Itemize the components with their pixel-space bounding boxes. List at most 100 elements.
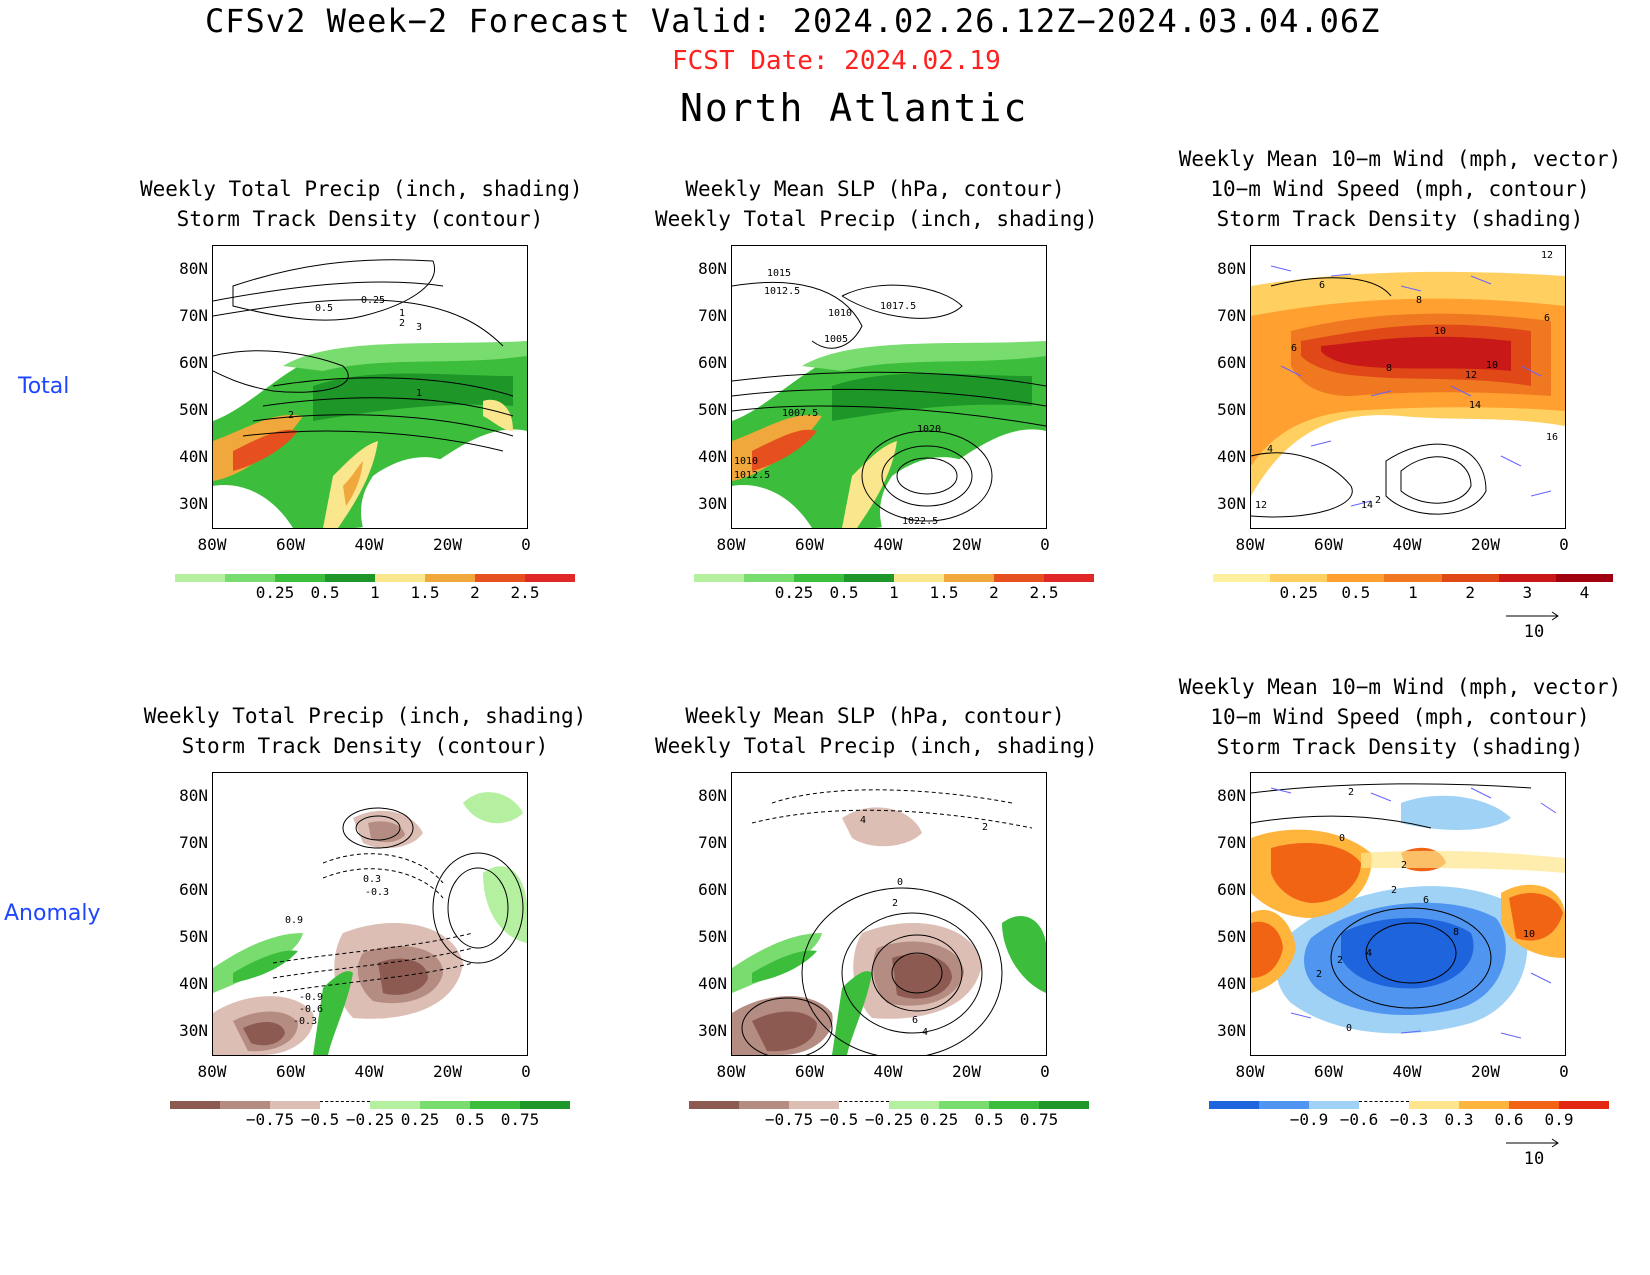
lat-tick-label: 80N xyxy=(179,786,208,805)
contour-label: 8 xyxy=(1386,363,1392,374)
lon-tick-label: 60W xyxy=(276,1062,305,1081)
colorbar-swatch xyxy=(175,574,225,582)
colorbar-swatch xyxy=(425,574,475,582)
contour-label: 8 xyxy=(1453,927,1459,938)
colorbar-swatch xyxy=(325,574,375,582)
colorbar-label: 0.75 xyxy=(1019,1110,1059,1129)
contour-label: -0.9 xyxy=(299,992,323,1003)
colorbar-swatch xyxy=(1559,1101,1609,1109)
lat-tick-label: 60N xyxy=(1217,880,1246,899)
lat-tick-label: 40N xyxy=(698,974,727,993)
map-graphic: 1015 1012.5 1010 1017.5 1005 1007.5 1020… xyxy=(732,268,1046,528)
colorbar-label: −0.5 xyxy=(819,1110,859,1129)
colorbar-swatch xyxy=(894,574,944,582)
vector-reference: 10 xyxy=(1504,610,1564,642)
lat-tick-label: 80N xyxy=(179,259,208,278)
colorbar-swatch xyxy=(839,1101,889,1110)
colorbar-swatch xyxy=(1270,574,1328,582)
lat-tick-label: 50N xyxy=(698,927,727,946)
contour-label: 12 xyxy=(1541,250,1553,261)
contour-label: 2 xyxy=(982,822,988,833)
colorbar-swatch xyxy=(939,1101,989,1109)
colorbar-swatch xyxy=(1459,1101,1509,1109)
lon-tick-label: 20W xyxy=(952,535,981,554)
colorbar-label: −0.75 xyxy=(764,1110,814,1129)
lon-tick-label: 20W xyxy=(1471,535,1500,554)
colorbar-swatch xyxy=(220,1101,270,1109)
panel-title-line3: Storm Track Density (shading) xyxy=(1216,207,1584,231)
lat-tick-label: 70N xyxy=(179,306,208,325)
contour-label: 12 xyxy=(1465,370,1477,381)
contour-label: 0 xyxy=(1339,833,1345,844)
contour-label: 6 xyxy=(1423,895,1429,906)
contour-label: -0.6 xyxy=(299,1004,323,1015)
lon-tick-label: 80W xyxy=(197,1062,227,1081)
contour-label: 0 xyxy=(897,877,903,888)
colorbar-label: 0.9 xyxy=(1544,1110,1574,1129)
colorbar-label: 0.3 xyxy=(1444,1110,1474,1129)
colorbar-swatch xyxy=(420,1101,470,1109)
contour-label: 1017.5 xyxy=(880,301,916,312)
colorbar-label: 0.75 xyxy=(500,1110,540,1129)
map-graphic: 0.3 -0.3 0.9 -0.9 -0.6 -0.3 xyxy=(213,792,527,1055)
contour-label: 0.5 xyxy=(315,303,333,314)
lon-tick-label: 80W xyxy=(1235,1062,1265,1081)
colorbar-swatch xyxy=(1309,1101,1359,1109)
map-total-precip: 0.25 0.5 1 2 3 1 2 xyxy=(212,245,528,529)
panel-title-line2: Weekly Total Precip (inch, shading) xyxy=(655,734,1098,758)
colorbar-swatch xyxy=(1327,574,1385,582)
lat-tick-label: 30N xyxy=(179,1021,208,1040)
main-title: CFSv2 Week−2 Forecast Valid: 2024.02.26.… xyxy=(205,2,1381,40)
lon-tick-label: 0 xyxy=(1040,535,1050,554)
contour-label: 0.25 xyxy=(361,295,385,306)
contour-label: 3 xyxy=(416,322,422,333)
contour-label: 6 xyxy=(1544,313,1550,324)
colorbar-label: −0.25 xyxy=(345,1110,395,1129)
panel-title-line2: Storm Track Density (contour) xyxy=(176,207,544,231)
row-label-total: Total xyxy=(18,374,70,399)
contour-label: 14 xyxy=(1469,400,1481,411)
contour-label: 6 xyxy=(1319,280,1325,291)
lat-tick-label: 80N xyxy=(1217,259,1246,278)
lat-tick-label: 30N xyxy=(1217,1021,1246,1040)
colorbar-label: 0.5 xyxy=(829,583,859,602)
map-anomaly-wind: 2 0 2 6 2 8 10 4 2 2 0 xyxy=(1250,772,1566,1056)
colorbar-swatch xyxy=(470,1101,520,1109)
colorbar-swatch xyxy=(1359,1101,1409,1110)
colorbar-swatch xyxy=(944,574,994,582)
colorbar-label: 1 xyxy=(370,583,380,602)
colorbar xyxy=(175,574,575,584)
lon-tick-label: 40W xyxy=(1392,1062,1422,1081)
colorbar-swatch xyxy=(739,1101,789,1109)
contour-label: -0.3 xyxy=(365,887,389,898)
contour-label: 10 xyxy=(1523,929,1535,940)
contour-label: 12 xyxy=(1255,500,1267,511)
contour-label: 1015 xyxy=(767,268,791,279)
colorbar xyxy=(1213,574,1613,584)
lat-tick-label: 60N xyxy=(179,353,208,372)
colorbar-label: 0.5 xyxy=(974,1110,1004,1129)
lat-tick-label: 40N xyxy=(1217,447,1246,466)
contour-label: 1022.5 xyxy=(902,516,938,527)
contour-label: 4 xyxy=(922,1027,928,1038)
contour-label: 8 xyxy=(1416,295,1422,306)
lat-tick-label: 70N xyxy=(698,833,727,852)
colorbar-label: 3 xyxy=(1522,583,1533,602)
colorbar xyxy=(689,1101,1089,1111)
contour-label: 2 xyxy=(1316,969,1322,980)
lon-tick-label: 60W xyxy=(276,535,305,554)
colorbar xyxy=(694,574,1094,584)
panel-title-line2: Weekly Total Precip (inch, shading) xyxy=(655,207,1098,231)
lon-tick-label: 0 xyxy=(521,535,531,554)
lat-tick-label: 60N xyxy=(698,353,727,372)
lon-tick-label: 40W xyxy=(1392,535,1422,554)
lon-tick-label: 40W xyxy=(354,535,384,554)
colorbar-swatch xyxy=(525,574,575,582)
lat-tick-label: 80N xyxy=(1217,786,1246,805)
row-label-anomaly: Anomaly xyxy=(4,901,101,926)
colorbar-swatch xyxy=(1209,1101,1259,1109)
colorbar-label: −0.6 xyxy=(1339,1110,1379,1129)
lat-tick-label: 40N xyxy=(698,447,727,466)
map-total-slp: 1015 1012.5 1010 1017.5 1005 1007.5 1020… xyxy=(731,245,1047,529)
colorbar-swatch xyxy=(1509,1101,1559,1109)
